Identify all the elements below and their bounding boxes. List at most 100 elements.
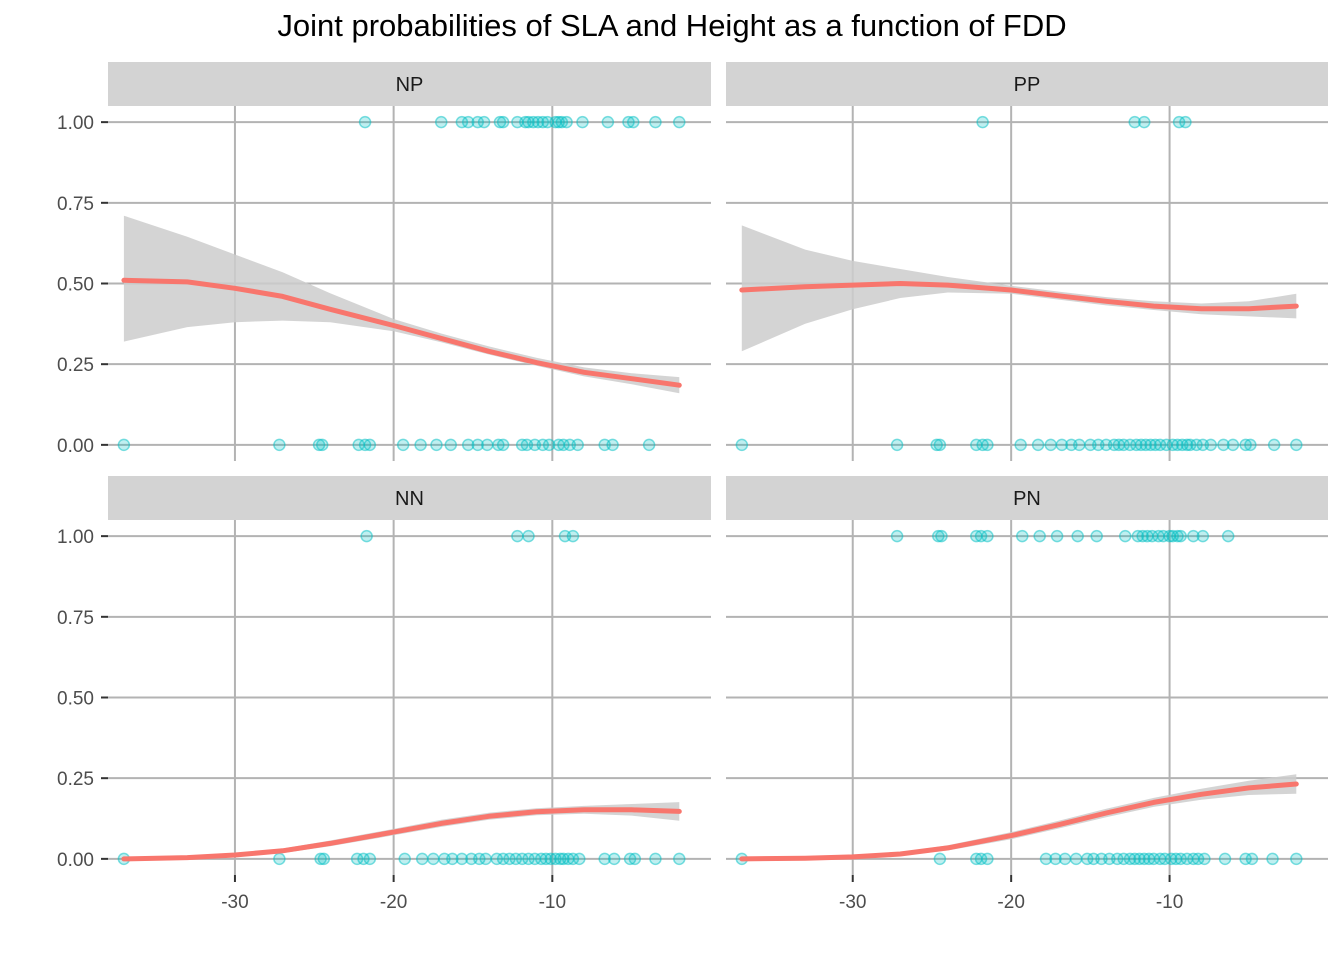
data-point (1218, 852, 1232, 866)
data-point (427, 852, 440, 866)
data-point (1191, 852, 1205, 866)
data-point (560, 115, 573, 129)
data-point (890, 438, 904, 452)
data-point (932, 529, 945, 543)
data-point (455, 115, 469, 129)
y-tick-label: 1.00 (57, 113, 94, 134)
data-point (976, 115, 989, 129)
confidence-ribbon (123, 215, 680, 394)
data-point (317, 852, 331, 866)
data-point (1221, 529, 1235, 543)
data-point (363, 438, 377, 452)
data-point (1239, 852, 1252, 866)
data-point (1050, 529, 1064, 543)
data-point (479, 852, 492, 866)
x-tick-label: -10 (1156, 892, 1183, 913)
data-point (1183, 438, 1197, 452)
fitted-curve (121, 277, 682, 388)
data-point (509, 852, 523, 866)
facet-strip (108, 62, 711, 106)
panel-nn: NN 0.00 0.25 0.50 0.75 1.00 -30 -20 -10 (57, 476, 711, 913)
data-point (1187, 529, 1200, 543)
data-point (1153, 438, 1167, 452)
data-point (1128, 115, 1141, 129)
data-point (415, 852, 429, 866)
facet-label: NP (396, 74, 424, 96)
data-point (1117, 438, 1130, 452)
data-point (477, 115, 491, 129)
data-point (273, 438, 286, 452)
data-point (890, 529, 904, 543)
data-point (1015, 529, 1029, 543)
x-tick-label: -10 (539, 892, 566, 913)
data-point (1069, 852, 1083, 866)
data-point (1226, 438, 1240, 452)
data-point (434, 115, 448, 129)
fitted-curve (739, 781, 1299, 862)
data-point (1111, 852, 1124, 866)
x-tick-label: -30 (839, 892, 866, 913)
data-point (471, 115, 484, 129)
data-point (446, 852, 459, 866)
data-point (1180, 438, 1194, 452)
data-point (471, 438, 484, 452)
data-point (1266, 852, 1279, 866)
data-point (1190, 438, 1203, 452)
data-point (1245, 852, 1259, 866)
data-point (1196, 529, 1210, 543)
data-point (360, 529, 373, 543)
chart-title: Joint probabilities of SLA and Height as… (277, 8, 1067, 43)
y-tick-label: 0.50 (57, 689, 94, 710)
panel-pp: PP (726, 62, 1328, 461)
facet-strip (108, 476, 711, 520)
data-point (974, 852, 988, 866)
data-point (933, 852, 947, 866)
data-point (571, 438, 584, 452)
data-point (1049, 852, 1062, 866)
data-point (312, 438, 326, 452)
data-point (1058, 852, 1072, 866)
data-point (601, 115, 615, 129)
data-point (503, 852, 516, 866)
data-point (414, 438, 427, 452)
data-point (566, 529, 580, 543)
confidence-ribbon (741, 774, 1297, 859)
fitted-curve (739, 281, 1299, 312)
data-point (933, 438, 947, 452)
data-point (315, 438, 329, 452)
data-point (981, 852, 994, 866)
data-point (398, 852, 411, 866)
data-point (496, 438, 510, 452)
data-point (1290, 852, 1303, 866)
data-point (1198, 852, 1211, 866)
data-point (1267, 438, 1281, 452)
y-tick-label: 0.75 (57, 194, 94, 215)
data-point (1073, 438, 1086, 452)
y-tick-label: 0.00 (57, 850, 94, 871)
data-point (1179, 115, 1192, 129)
facet-label: PN (1013, 488, 1041, 510)
data-point (358, 115, 372, 129)
data-point (1290, 438, 1303, 452)
facet-strip (726, 62, 1328, 106)
data-point (573, 852, 586, 866)
data-point (350, 852, 364, 866)
y-tick-label: 0.25 (57, 769, 94, 790)
data-point (522, 852, 535, 866)
data-point (1172, 115, 1186, 129)
data-point (1217, 438, 1230, 452)
data-point (515, 852, 529, 866)
data-point (522, 529, 535, 543)
data-point (490, 852, 504, 866)
data-point (576, 115, 589, 129)
data-point (981, 438, 994, 452)
data-point (461, 115, 475, 129)
data-point (626, 115, 640, 129)
data-point (481, 438, 494, 452)
data-point (1014, 438, 1027, 452)
data-point (974, 529, 988, 543)
data-point (649, 115, 662, 129)
panel-np: NP 0.00 0.25 0.50 0.75 1.00 (57, 62, 711, 461)
data-point (642, 438, 656, 452)
